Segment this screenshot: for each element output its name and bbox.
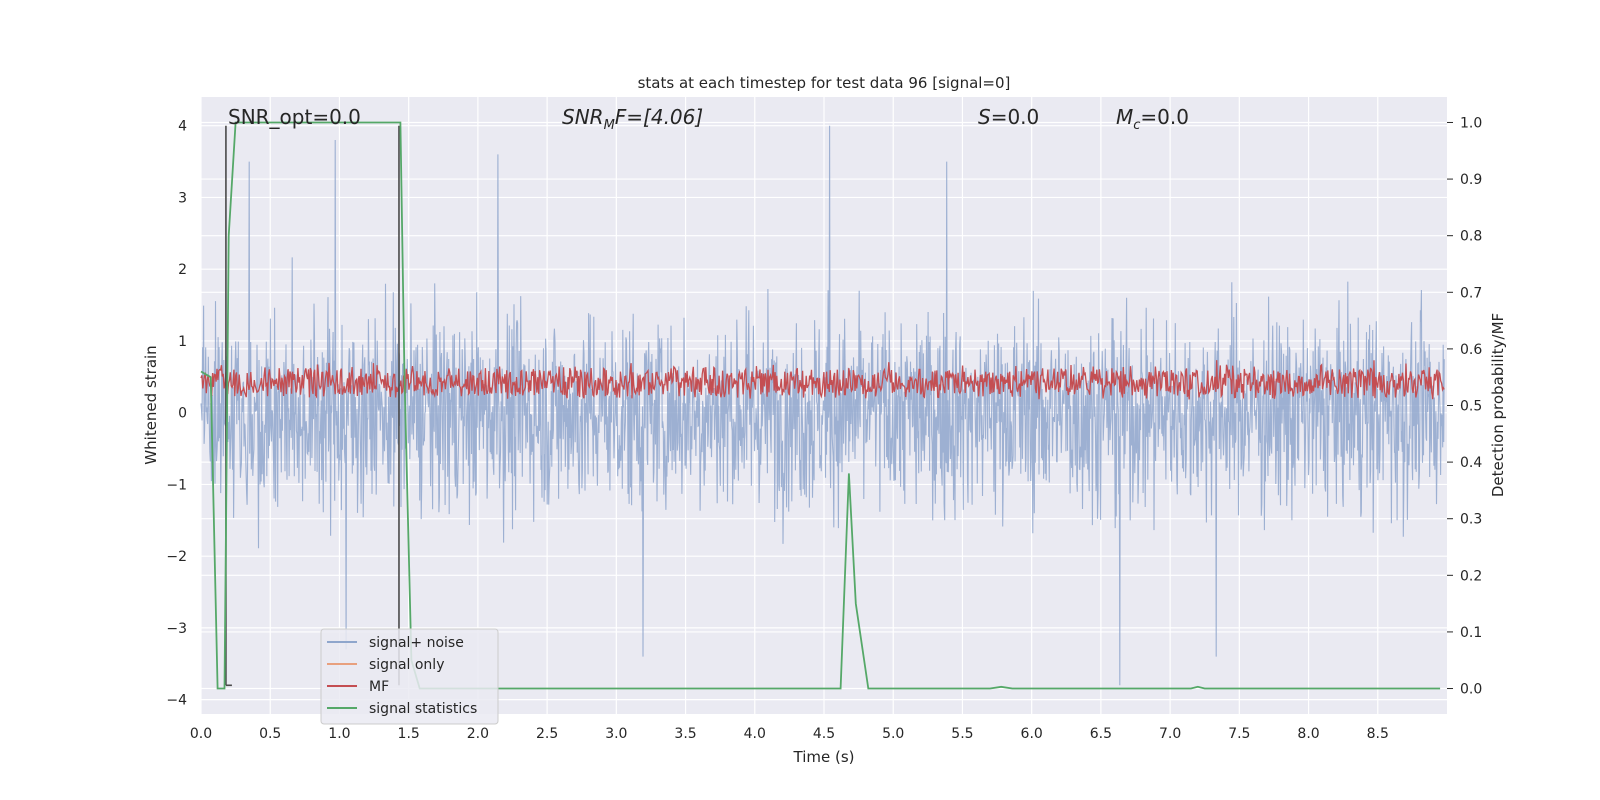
x-tick-label: 7.0	[1159, 726, 1181, 742]
annotation-snr-mf: SNRMF=[4.06]	[562, 105, 703, 133]
y-right-tick-label: 0.7	[1460, 285, 1482, 301]
x-axis-label: Time (s)	[793, 748, 855, 766]
annotation-snr-mf-rest: F=[4.06]	[615, 105, 703, 129]
x-tick-label: 0.0	[190, 726, 212, 742]
y-right-tick-label: 0.8	[1460, 229, 1482, 245]
x-tick-label: 5.0	[882, 726, 904, 742]
x-tick-label: 1.5	[398, 726, 420, 742]
y-right-tick-label: 1.0	[1460, 115, 1482, 131]
y-right-tick-label: 0.3	[1460, 512, 1482, 528]
chart-title: stats at each timestep for test data 96 …	[638, 74, 1011, 92]
legend: signal+ noise signal only MF signal stat…	[320, 628, 499, 725]
x-tick-label: 5.5	[951, 726, 973, 742]
y-left-tick-label: 1	[178, 334, 187, 350]
x-tick-label: 3.5	[674, 726, 696, 742]
annotation-mc-value: =0.0	[1140, 105, 1189, 129]
annotation-mc-sub: c	[1133, 118, 1140, 133]
x-tick-label: 0.5	[259, 726, 281, 742]
x-tick-label: 7.5	[1228, 726, 1250, 742]
left-y-axis-label: Whitened strain	[142, 345, 160, 464]
x-tick-label: 2.0	[467, 726, 489, 742]
y-left-tick-label: 2	[178, 262, 187, 278]
x-tick-label: 4.5	[813, 726, 835, 742]
x-tick-label: 6.0	[1021, 726, 1043, 742]
legend-label-mf: MF	[369, 679, 389, 695]
right-y-axis-ticks: 1.0 0.9 0.8 0.7 0.6 0.5 0.4 0.3 0.2 0.1 0.0	[1447, 115, 1482, 698]
x-tick-label: 8.0	[1297, 726, 1319, 742]
y-left-tick-label: −2	[166, 549, 187, 565]
annotation-snr-mf-base: SNR	[562, 105, 604, 129]
annotation-mc-base: M	[1116, 105, 1133, 129]
x-tick-label: 6.5	[1090, 726, 1112, 742]
y-left-tick-label: 3	[178, 190, 187, 206]
y-right-tick-label: 0.2	[1460, 568, 1482, 584]
series-mf	[200, 360, 1445, 400]
annotation-s-label: S	[978, 105, 991, 129]
legend-label-signal-statistics: signal statistics	[369, 701, 477, 717]
right-y-axis-label: Detection probability/MF	[1489, 313, 1507, 497]
x-tick-label: 4.0	[744, 726, 766, 742]
y-right-tick-label: 0.5	[1460, 399, 1482, 415]
series-signal-noise	[200, 125, 1445, 686]
y-right-tick-label: 0.4	[1460, 455, 1482, 471]
y-left-tick-label: −1	[166, 477, 187, 493]
x-axis-ticks: 0.0 0.5 1.0 1.5 2.0 2.5 3.0 3.5 4.0 4.5 5.0 5.5 6.0 6…	[190, 726, 1389, 742]
legend-label-signal-noise: signal+ noise	[369, 635, 464, 651]
y-left-tick-label: 0	[178, 406, 187, 422]
x-tick-label: 8.5	[1367, 726, 1389, 742]
y-left-tick-label: −3	[166, 621, 187, 637]
x-tick-label: 2.5	[536, 726, 558, 742]
annotation-snr-mf-sub: M	[604, 118, 615, 133]
left-y-axis-ticks: 4 3 2 1 0 −1 −2 −3 −4	[166, 119, 187, 709]
x-tick-label: 1.0	[328, 726, 350, 742]
annotation-snr-opt: SNR_opt=0.0	[228, 105, 361, 129]
y-left-tick-label: −4	[166, 693, 187, 709]
y-left-tick-label: 4	[178, 119, 187, 135]
legend-box	[320, 628, 499, 725]
legend-label-signal-only: signal only	[369, 657, 444, 673]
y-right-tick-label: 0.0	[1460, 682, 1482, 698]
y-right-tick-label: 0.9	[1460, 172, 1482, 188]
annotation-mc: Mc=0.0	[1116, 105, 1189, 133]
x-tick-label: 3.0	[605, 726, 627, 742]
annotation-s: S=0.0	[978, 105, 1039, 129]
y-right-tick-label: 0.6	[1460, 342, 1482, 358]
annotation-s-value: =0.0	[991, 105, 1040, 129]
y-right-tick-label: 0.1	[1460, 625, 1482, 641]
